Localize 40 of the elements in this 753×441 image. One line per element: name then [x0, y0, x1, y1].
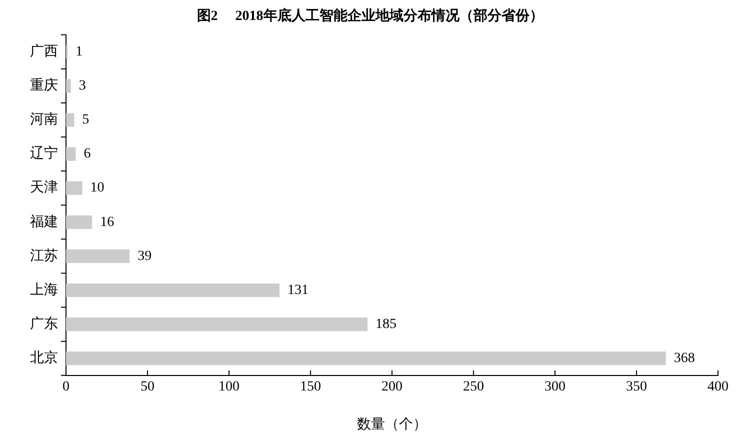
- bar: [66, 147, 76, 161]
- data-label: 185: [376, 316, 397, 332]
- y-tick-label: 河南: [30, 112, 58, 128]
- x-tick-label: 400: [708, 379, 728, 394]
- data-label: 1: [76, 44, 83, 60]
- data-label: 368: [674, 351, 695, 366]
- data-label: 3: [78, 78, 86, 94]
- y-tick-label: 福建: [30, 214, 58, 230]
- data-label: 5: [82, 112, 90, 128]
- x-tick-label: 250: [463, 379, 484, 394]
- bar: [66, 318, 368, 332]
- y-tick-label: 广东: [30, 316, 58, 332]
- x-tick-label: 50: [140, 379, 154, 394]
- bar: [66, 79, 71, 93]
- x-tick-label: 300: [544, 379, 566, 394]
- bar: [66, 352, 666, 366]
- x-tick-label: 100: [218, 379, 240, 394]
- chart-title: 图2 2018年底人工智能企业地域分布情况（部分省份）: [196, 7, 544, 24]
- y-tick-label: 上海: [30, 282, 58, 298]
- bar: [66, 249, 130, 263]
- bar: [66, 113, 74, 127]
- y-tick-label: 辽宁: [30, 146, 58, 162]
- data-label: 6: [84, 146, 91, 162]
- y-tick-label: 广西: [30, 44, 58, 60]
- y-tick-label: 天津: [30, 180, 58, 196]
- y-tick-label: 江苏: [30, 248, 58, 264]
- data-label: 16: [100, 214, 114, 230]
- x-axis-title: 数量（个）: [357, 416, 427, 432]
- y-tick-label: 北京: [30, 350, 58, 366]
- bar: [66, 283, 280, 298]
- bar: [66, 215, 92, 229]
- x-tick-label: 0: [62, 379, 70, 394]
- data-label: 39: [138, 248, 152, 264]
- data-label: 10: [90, 180, 104, 196]
- x-tick-label: 200: [382, 379, 402, 394]
- bar: [66, 181, 82, 195]
- y-tick-label: 重庆: [30, 78, 58, 94]
- data-label: 131: [288, 282, 309, 298]
- x-tick-label: 150: [300, 379, 321, 394]
- x-tick-label: 350: [626, 379, 647, 394]
